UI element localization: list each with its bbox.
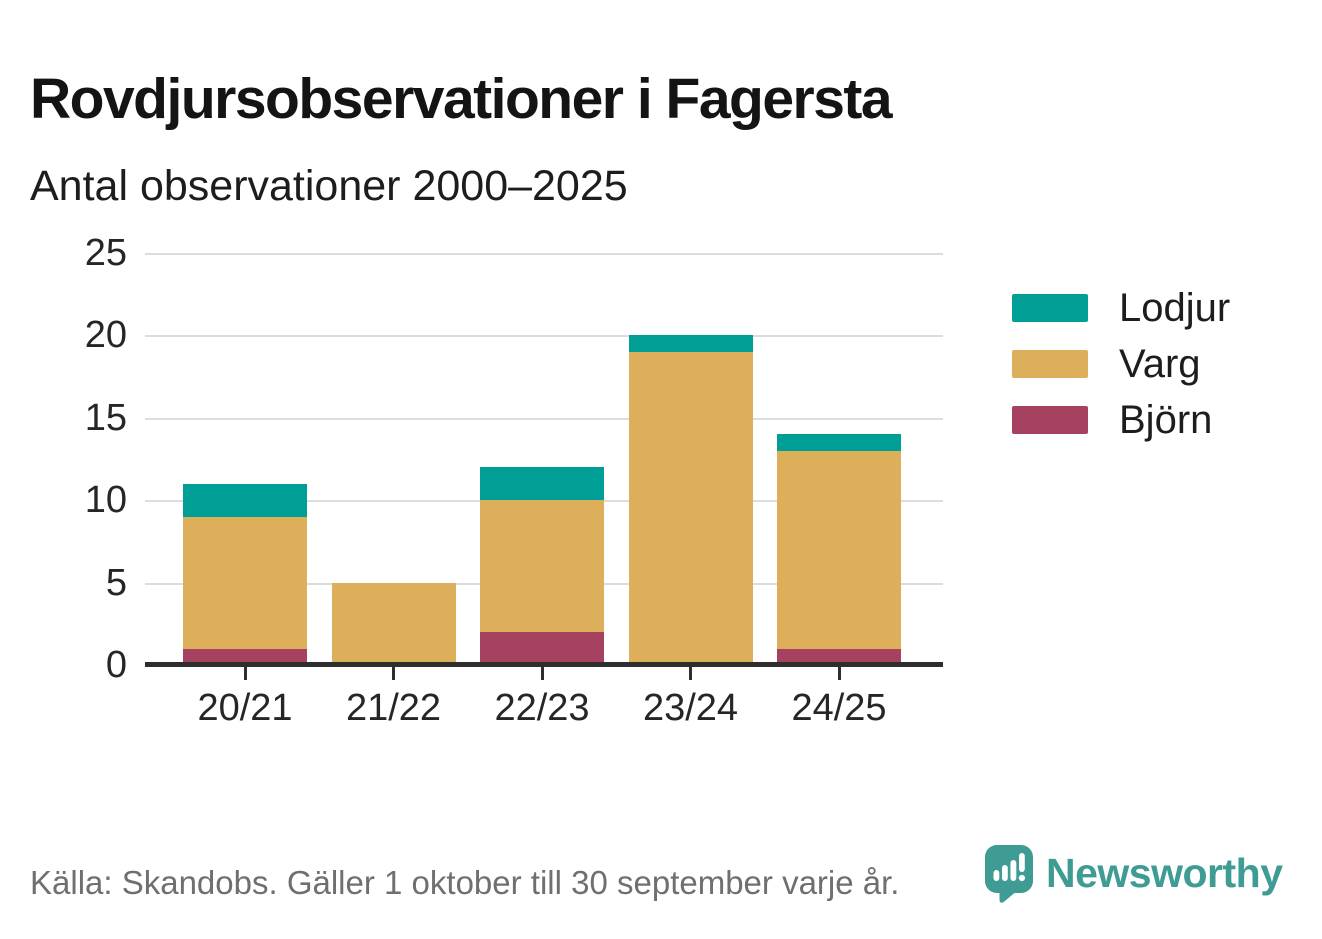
legend-swatch-björn (1012, 406, 1088, 434)
bar-segment-lodjur-23-24 (628, 335, 753, 352)
bar-segment-varg-23-24 (628, 351, 753, 665)
x-axis-tick (243, 667, 247, 680)
legend-swatch-lodjur (1012, 294, 1088, 322)
legend-swatch-varg (1012, 350, 1088, 378)
x-axis-line (145, 662, 943, 667)
x-axis-label-22-23: 22/23 (494, 687, 590, 729)
y-axis-label-10: 10 (84, 479, 127, 522)
x-axis-label-24-25: 24/25 (791, 687, 887, 729)
y-axis-label-15: 15 (84, 396, 127, 439)
legend-label-björn: Björn (1119, 397, 1213, 442)
bar-segment-varg-20-21 (183, 516, 307, 649)
chart-plot-area (145, 253, 943, 665)
legend-item-björn: Björn (1012, 398, 1230, 442)
gridline-20 (145, 335, 943, 338)
gridline-15 (145, 417, 943, 420)
x-axis-tick (689, 667, 692, 680)
chart-legend: Lodjur Varg Björn (1012, 286, 1230, 462)
bar-segment-lodjur-24-25 (777, 434, 901, 451)
source-note: Källa: Skandobs. Gäller 1 oktober till 3… (30, 864, 900, 901)
newsworthy-logo-icon (985, 845, 1033, 903)
legend-label-varg: Varg (1119, 341, 1201, 386)
x-axis-label-20-21: 20/21 (197, 687, 293, 729)
bar-segment-lodjur-22-23 (480, 467, 604, 501)
page-title: Rovdjursobservationer i Fagersta (30, 67, 893, 132)
bar-segment-varg-21-22 (331, 582, 456, 665)
newsworthy-brand-text: Newsworthy (1046, 850, 1283, 896)
legend-item-varg: Varg (1012, 342, 1230, 386)
y-axis-label-25: 25 (84, 232, 127, 274)
legend-item-lodjur: Lodjur (1012, 286, 1230, 330)
y-axis-label-0: 0 (105, 644, 127, 686)
newsworthy-logo (985, 845, 1033, 909)
y-axis-label-20: 20 (84, 314, 127, 357)
bar-segment-lodjur-20-21 (183, 483, 307, 517)
x-axis-tick (540, 667, 544, 680)
bar-segment-björn-20-21 (183, 648, 307, 665)
legend-label-lodjur: Lodjur (1119, 285, 1231, 330)
x-axis-tick (837, 667, 841, 680)
x-axis-label-23-24: 23/24 (642, 687, 739, 729)
y-axis-label-5: 5 (105, 561, 127, 604)
chart-subtitle: Antal observationer 2000–2025 (30, 162, 628, 210)
x-axis-tick (392, 667, 395, 680)
bar-segment-varg-24-25 (777, 450, 901, 649)
bar-segment-björn-24-25 (777, 648, 901, 665)
x-axis-label-21-22: 21/22 (345, 687, 442, 729)
bar-segment-varg-22-23 (480, 500, 604, 633)
bar-segment-björn-22-23 (480, 632, 604, 665)
gridline-25 (145, 253, 943, 255)
